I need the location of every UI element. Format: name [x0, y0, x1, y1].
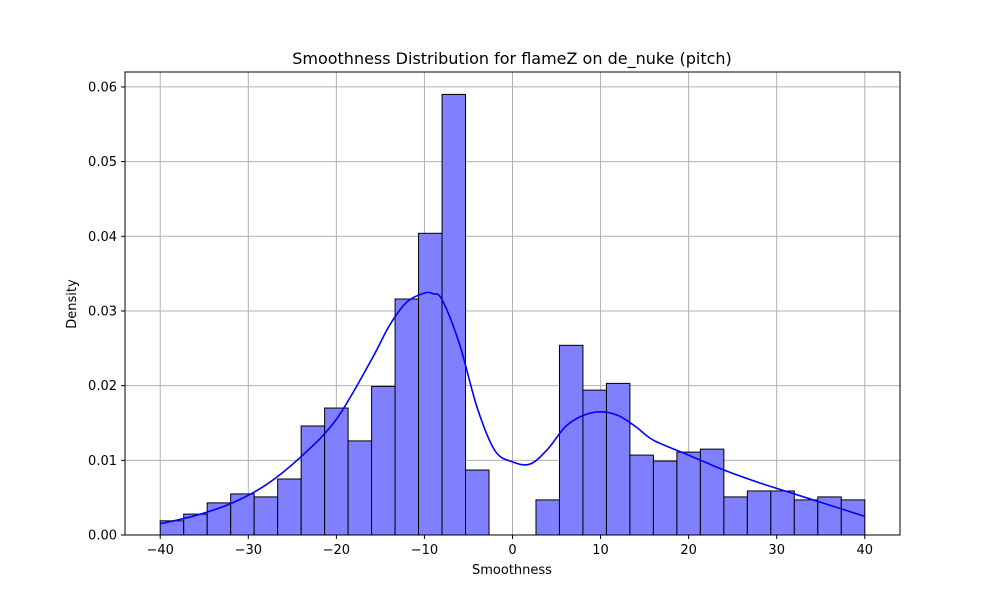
histogram-bar	[723, 496, 748, 536]
histogram-bar	[465, 469, 490, 536]
histogram-bar	[418, 232, 443, 536]
y-axis-label: Density	[65, 279, 80, 329]
histogram-bar	[746, 490, 772, 536]
histogram-bar	[535, 499, 560, 536]
x-tick-label: −10	[411, 543, 438, 558]
x-tick-label: 10	[592, 543, 609, 558]
x-tick-label: 20	[680, 543, 697, 558]
histogram-bar	[676, 451, 701, 536]
histogram-bar	[770, 490, 795, 536]
histogram-bar	[441, 93, 467, 536]
x-tick-label: 0	[508, 543, 516, 558]
x-tick-label: −40	[147, 543, 174, 558]
y-tick-label: 0.04	[88, 230, 117, 245]
kde-line	[160, 291, 866, 525]
histogram-bar	[253, 496, 279, 536]
histogram-bar	[558, 344, 584, 536]
grid	[125, 72, 900, 536]
x-axis-ticks: −40 −30 −20 −10 0 10 20 30 40	[147, 535, 873, 558]
y-tick-label: 0.05	[88, 155, 117, 170]
x-tick-label: 40	[856, 543, 873, 558]
histogram-bar	[371, 385, 396, 536]
x-tick-label: 30	[768, 543, 785, 558]
histogram-bar	[605, 382, 631, 536]
histogram-bar	[347, 440, 373, 536]
histogram-bar	[324, 407, 349, 536]
x-tick-label: −30	[235, 543, 262, 558]
histogram-bar	[793, 499, 819, 536]
y-axis-ticks: 0.00 0.01 0.02 0.03 0.04 0.05 0.06	[88, 80, 125, 544]
y-tick-label: 0.00	[88, 529, 117, 544]
histogram-bar	[629, 454, 654, 536]
histogram-bar	[394, 298, 420, 536]
y-tick-label: 0.03	[88, 304, 117, 319]
histogram-bar	[300, 425, 326, 536]
x-tick-label: −20	[323, 543, 350, 558]
chart-title: Smoothness Distribution for flameZ on de…	[292, 49, 732, 69]
histogram-bar	[277, 478, 302, 536]
y-tick-label: 0.02	[88, 379, 117, 394]
histogram-bar	[652, 460, 678, 536]
histogram-bar	[840, 499, 866, 536]
x-axis-label: Smoothness	[472, 563, 552, 578]
kde-curve	[160, 291, 866, 525]
y-tick-label: 0.06	[88, 80, 117, 95]
histogram-bar	[230, 493, 255, 536]
y-tick-label: 0.01	[88, 454, 117, 469]
